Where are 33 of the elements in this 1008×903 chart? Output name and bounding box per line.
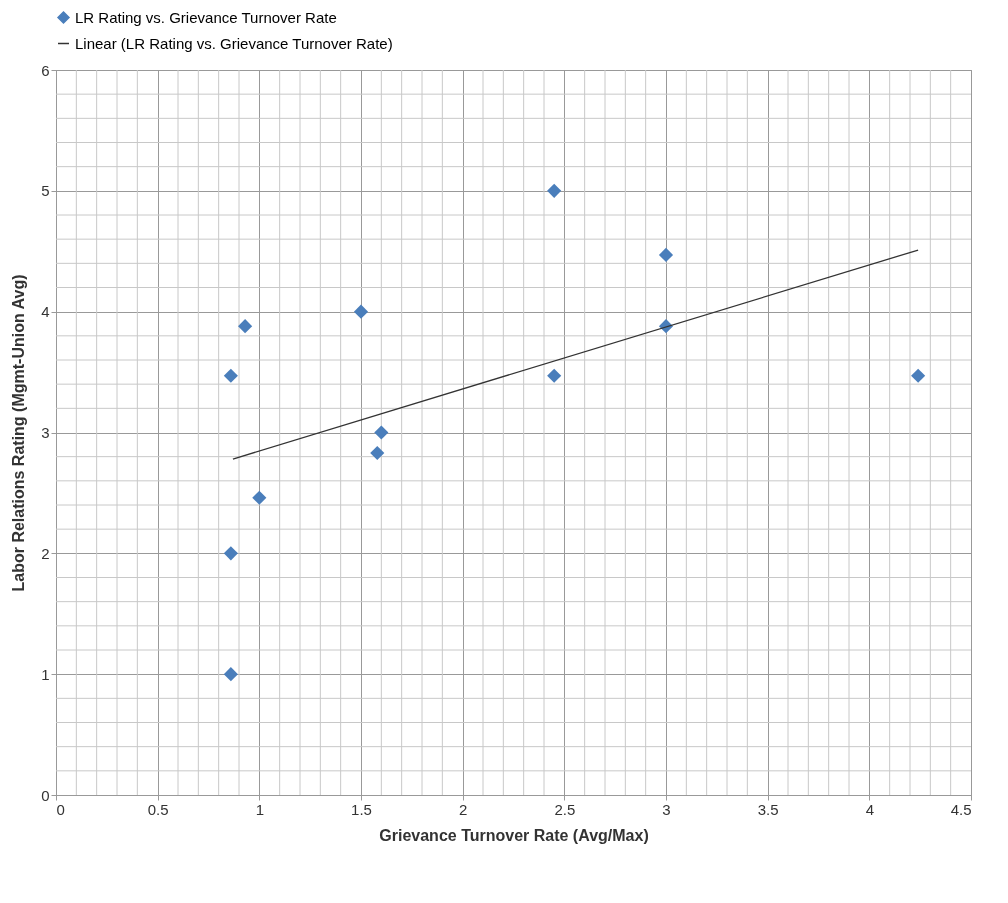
point bbox=[658, 247, 674, 262]
point bbox=[911, 368, 926, 383]
point bbox=[547, 368, 562, 383]
x-tick-label: 4 bbox=[865, 800, 875, 818]
point bbox=[353, 304, 369, 319]
point bbox=[223, 368, 238, 383]
x-tick-label: 2 bbox=[458, 800, 468, 818]
x-tick-label: 3.5 bbox=[757, 800, 779, 818]
y-tick-label: 0 bbox=[41, 786, 50, 804]
point bbox=[223, 667, 238, 682]
point bbox=[223, 546, 238, 561]
legend-label: Linear (LR Rating vs. Grievance Turnover Rate) bbox=[75, 34, 393, 52]
point bbox=[547, 183, 562, 198]
point bbox=[252, 490, 267, 505]
y-tick-label: 1 bbox=[41, 665, 50, 683]
y-axis-title: Labor Relations Rating (Mgmt-Union Avg) bbox=[10, 274, 28, 592]
x-tick-label: 0 bbox=[56, 800, 65, 818]
x-tick-label: 3 bbox=[662, 800, 671, 818]
legend-label: LR Rating vs. Grievance Turnover Rate bbox=[75, 8, 337, 26]
y-tick-label: 2 bbox=[41, 544, 50, 562]
y-tick-label: 3 bbox=[41, 424, 50, 441]
x-tick-label: 1 bbox=[255, 800, 265, 818]
x-axis-title: Grievance Turnover Rate (Avg/Max) bbox=[379, 826, 649, 844]
point bbox=[374, 425, 389, 440]
x-tick-label: 2.5 bbox=[554, 800, 576, 818]
y-tick-label: 5 bbox=[41, 182, 50, 200]
y-tick-label: 6 bbox=[41, 61, 50, 79]
x-tick-label: 0.5 bbox=[147, 800, 169, 818]
x-tick-label: 1.5 bbox=[351, 800, 372, 818]
x-tick-label: 4.5 bbox=[950, 800, 972, 818]
point bbox=[238, 319, 253, 334]
point bbox=[370, 445, 385, 461]
y-tick-label: 4 bbox=[41, 303, 50, 321]
